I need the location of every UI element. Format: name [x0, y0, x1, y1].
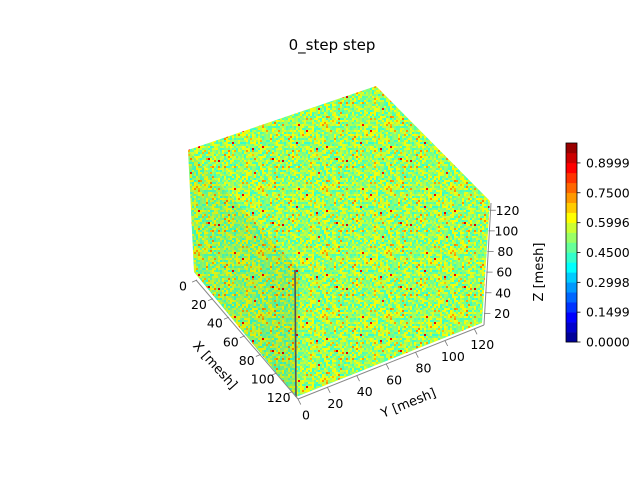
chart-title: 0_step step [289, 36, 376, 55]
y-axis-tick-label: 40 [357, 384, 373, 399]
y-axis-tick-label: 100 [441, 349, 465, 364]
cube [188, 86, 490, 398]
colorbar-band [566, 242, 577, 253]
y-axis-tick-label: 0 [302, 408, 310, 423]
z-axis-tick-label: 120 [496, 203, 520, 218]
colorbar-band [566, 162, 577, 174]
x-axis-tick [239, 335, 245, 339]
colorbar-band [566, 272, 577, 283]
y-axis-label: Y [mesh] [378, 386, 438, 422]
cube-front-edge [294, 269, 297, 398]
x-axis-tick-label: 100 [251, 371, 275, 386]
x-axis-line [195, 279, 299, 400]
colorbar-band [566, 182, 577, 194]
z-axis-ticks: 20 40 60 80 100 120 [484, 203, 520, 321]
x-axis-tick-label: 80 [239, 353, 255, 368]
x-axis-tick-label: 40 [207, 316, 223, 331]
colorbar-tick-label: 0.0000 [586, 335, 630, 350]
colorbar-band [566, 302, 577, 313]
y-axis-tick-label: 20 [327, 396, 343, 411]
y-axis-tick [356, 375, 360, 382]
y-axis-tick-label: 60 [386, 372, 402, 387]
y-axis-tick [415, 351, 419, 358]
y-axis-tick [473, 328, 478, 335]
colorbar-tick-label: 0.8999 [586, 155, 630, 170]
z-axis-tick-label: 80 [497, 244, 513, 259]
colorbar-tick-label: 0.4500 [586, 245, 630, 260]
colorbar-tick-label: 0.7500 [586, 185, 630, 200]
axes-lines [195, 202, 492, 400]
colorbar-band [566, 232, 577, 243]
colorbar-ticks: 0.0000 0.1499 0.2998 0.4500 0.5996 0.7500 0.89… [577, 155, 630, 350]
colorbar-frame [565, 142, 578, 343]
cube-left-face-shade [188, 150, 300, 397]
colorbar-band [566, 192, 577, 203]
colorbar-band [566, 282, 577, 293]
y-axis-tick [297, 398, 302, 405]
y-axis-ticks: 0 20 40 60 80 100 120 [297, 328, 494, 423]
x-axis-tick [207, 298, 214, 302]
z-axis-label: Z [mesh] [532, 243, 547, 302]
x-axis-tick [191, 279, 198, 283]
x-axis-tick-label: 20 [191, 297, 207, 312]
colorbar-band [566, 202, 577, 213]
x-axis-tick [287, 391, 293, 395]
x-axis-tick [255, 354, 261, 357]
colorbar-band [566, 332, 577, 343]
colorbar-tick-label: 0.5996 [586, 215, 630, 230]
x-axis-tick [223, 316, 230, 320]
colorbar-band [566, 212, 577, 223]
z-axis-tick-label: 100 [495, 223, 519, 238]
colorbar-band [566, 262, 577, 273]
colorbar-band [566, 312, 577, 323]
x-axis-tick-label: 120 [267, 390, 291, 405]
y-axis-tick [444, 340, 449, 347]
colorbar-tick-label: 0.2998 [586, 275, 630, 290]
cube-right-face [296, 201, 490, 397]
z-axis-tick-label: 20 [494, 306, 510, 321]
colorbar-band [566, 322, 577, 333]
y-axis-tick [385, 363, 390, 370]
cube-top-face [188, 86, 490, 270]
colorbar-tick-label: 0.1499 [586, 305, 630, 320]
y-axis-line [297, 324, 485, 400]
x-axis-tick-label: 60 [223, 334, 239, 349]
x-axis-tick-label: 0 [179, 279, 187, 294]
colorbar-band [566, 152, 577, 164]
y-axis-tick-label: 120 [470, 337, 494, 352]
colorbar-band [566, 292, 577, 303]
z-axis-tick-label: 40 [495, 285, 511, 300]
colorbar-band [566, 143, 577, 154]
colorbar-band [566, 252, 577, 263]
y-axis-tick-label: 80 [416, 361, 432, 376]
z-axis-tick-label: 60 [496, 265, 512, 280]
colorbar: 0.0000 0.1499 0.2998 0.4500 0.5996 0.7500 0.89… [565, 142, 630, 350]
colorbar-band [566, 172, 577, 184]
colorbar-band [566, 222, 577, 233]
colorbar-bands [566, 143, 577, 343]
z-axis-line [483, 202, 492, 326]
y-axis-tick [327, 387, 331, 394]
x-axis-tick [271, 372, 277, 376]
